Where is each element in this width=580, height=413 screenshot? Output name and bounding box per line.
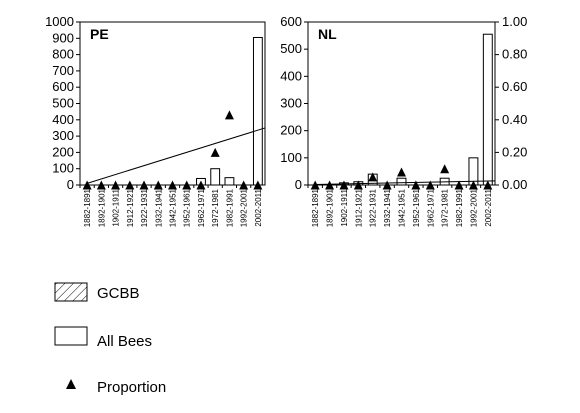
legend-proportion-marker — [66, 379, 76, 389]
x-tick-label: 2002-2011 — [254, 188, 263, 226]
proportion-point — [168, 180, 177, 190]
proportion-point — [440, 164, 450, 174]
y-tick-label: 0 — [295, 177, 302, 192]
proportion-point — [96, 180, 106, 190]
legend-proportion-label: Proportion — [97, 379, 166, 396]
y-tick-label: 600 — [52, 79, 74, 94]
proportion-point — [139, 180, 149, 190]
trendline — [86, 127, 266, 184]
proportion-point — [483, 180, 493, 190]
proportion-point — [210, 147, 220, 157]
plot-frame — [307, 21, 496, 186]
x-tick-label: 1892-1901 — [326, 188, 335, 227]
proportion-point — [111, 180, 121, 190]
proportion-point — [368, 172, 378, 182]
y-tick-label: 100 — [52, 161, 74, 176]
x-tick-label: 1882-1891 — [311, 188, 320, 227]
y-tick-label: 800 — [52, 47, 74, 62]
panel-nl: NL 0 100 200 300 400 500 600 0.00 0.20 0.40 0.60 0.8… — [280, 14, 527, 227]
x-tick-label: 2002-2011 — [484, 188, 493, 226]
proportion-point — [382, 180, 392, 190]
y2-tick-label: 0.60 — [502, 79, 527, 94]
proportion-point — [425, 180, 435, 190]
y-tick-label: 200 — [52, 144, 74, 159]
x-tick-label: 1962-1971 — [197, 188, 206, 227]
bar-all-bees — [210, 168, 221, 186]
bar-all-bees — [224, 177, 235, 186]
x-tick-label: 1942-1951 — [169, 188, 178, 227]
y2-tick-label: 0.00 — [502, 177, 527, 192]
bar-all-bees — [482, 33, 493, 186]
y2-tick-label: 1.00 — [502, 14, 527, 29]
y2-tick-label: 0.20 — [502, 144, 527, 159]
x-tick-label: 1972-1981 — [211, 188, 220, 227]
x-tick-label: 1942-1951 — [398, 188, 407, 227]
proportion-point — [310, 180, 320, 190]
legend-gcbb-swatch — [54, 282, 88, 302]
legend-gcbb-label: GCBB — [97, 285, 140, 302]
x-tick-label: 1882-1891 — [83, 188, 92, 227]
proportion-point — [468, 180, 478, 190]
proportion-point — [397, 167, 406, 177]
legend-all-bees-label: All Bees — [97, 333, 152, 350]
proportion-point — [253, 180, 263, 190]
y-tick-label: 0 — [67, 177, 74, 192]
plot-frame — [79, 21, 266, 186]
y-tick-label: 300 — [52, 128, 74, 143]
proportion-point — [196, 180, 206, 190]
y-tick-label: 200 — [280, 123, 302, 138]
proportion-point — [325, 180, 335, 190]
y-tick-label: 400 — [280, 68, 302, 83]
x-tick-label: 1982-1991 — [225, 188, 234, 227]
y-tick-label: 700 — [52, 63, 74, 78]
y-tick-label: 300 — [280, 96, 302, 111]
proportion-point — [182, 180, 192, 190]
bar-all-bees — [252, 36, 263, 186]
x-tick-label: 1972-1981 — [441, 188, 450, 227]
bar-all-bees — [396, 177, 407, 186]
x-tick-label: 1902-1911 — [112, 188, 121, 226]
proportion-point — [239, 180, 249, 190]
x-tick-label: 1912-1921 — [126, 188, 135, 227]
x-tick-label: 1902-1911 — [340, 188, 349, 226]
x-tick-label: 1912-1921 — [354, 188, 363, 227]
proportion-point — [82, 180, 92, 190]
panel-label: NL — [318, 26, 337, 42]
x-tick-label: 1932-1941 — [154, 188, 163, 227]
proportion-point — [224, 110, 234, 120]
x-tick-label: 1892-1901 — [97, 188, 106, 227]
legend-all-bees-swatch — [54, 326, 88, 346]
x-tick-label: 1922-1931 — [369, 188, 378, 227]
proportion-point — [153, 180, 163, 190]
y-tick-label: 1000 — [45, 14, 74, 29]
x-tick-label: 1952-1961 — [412, 188, 421, 227]
y2-tick-label: 0.80 — [502, 47, 527, 62]
y-tick-label: 500 — [280, 41, 302, 56]
y2-tick-label: 0.40 — [502, 112, 527, 127]
x-tick-label: 1962-1971 — [426, 188, 435, 227]
proportion-point — [125, 180, 135, 190]
y-tick-label: 600 — [280, 14, 302, 29]
proportion-point — [411, 180, 421, 190]
x-tick-label: 1922-1931 — [140, 188, 149, 227]
x-tick-label: 1992-2001 — [240, 188, 249, 227]
y-tick-label: 400 — [52, 112, 74, 127]
x-tick-label: 1992-2001 — [469, 188, 478, 227]
x-tick-label: 1932-1941 — [383, 188, 392, 227]
y-tick-label: 500 — [52, 96, 74, 111]
x-tick-label: 1952-1961 — [183, 188, 192, 227]
proportion-point — [454, 180, 464, 190]
proportion-point — [353, 180, 363, 190]
panel-label: PE — [90, 26, 109, 42]
x-tick-label: 1982-1991 — [455, 188, 464, 227]
proportion-point — [339, 180, 349, 190]
legend: GCBB All Bees Proportion — [54, 282, 166, 396]
y-tick-label: 100 — [280, 150, 302, 165]
y-tick-label: 900 — [52, 30, 74, 45]
